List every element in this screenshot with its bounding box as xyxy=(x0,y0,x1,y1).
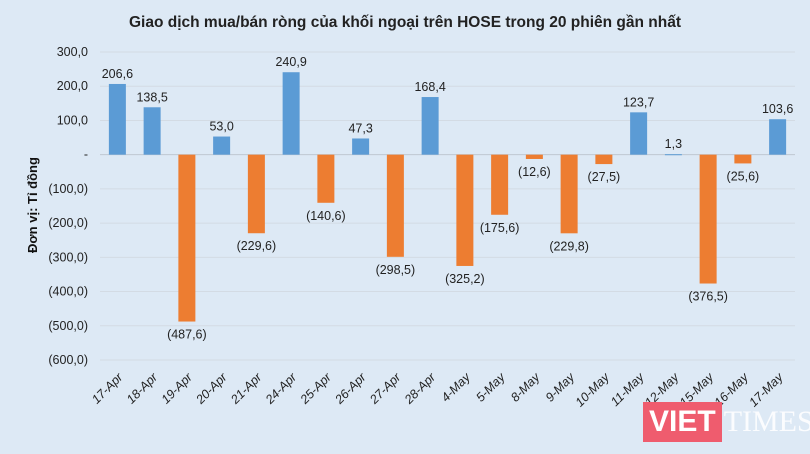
data-label: (140,6) xyxy=(306,209,346,223)
y-tick-label: (500,0) xyxy=(48,319,88,333)
bar xyxy=(352,138,370,155)
x-tick-label: 17-Apr xyxy=(89,370,126,407)
y-tick-label: 200,0 xyxy=(57,79,88,93)
bar xyxy=(108,83,126,155)
data-label: 123,7 xyxy=(623,95,654,109)
y-tick-label: (600,0) xyxy=(48,353,88,367)
data-label: (229,8) xyxy=(549,239,589,253)
data-label: 138,5 xyxy=(136,90,167,104)
x-tick-label: 28-Apr xyxy=(401,370,439,408)
data-label: (27,5) xyxy=(588,170,621,184)
bar xyxy=(769,119,787,155)
data-label: (12,6) xyxy=(518,165,551,179)
x-tick-label: 21-Apr xyxy=(227,370,265,408)
bar xyxy=(282,72,300,155)
bar xyxy=(317,154,335,203)
data-label: (376,5) xyxy=(688,290,728,304)
x-tick-label: 11-May xyxy=(608,370,647,409)
x-tick-label: 4-May xyxy=(439,370,474,405)
y-axis-label: Đơn vị: Tỉ đồng xyxy=(25,157,40,253)
data-label: (325,2) xyxy=(445,272,485,286)
x-tick-label: 18-Apr xyxy=(124,370,161,407)
y-tick-label: (400,0) xyxy=(48,285,88,299)
chart-title: Giao dịch mua/bán ròng của khối ngoại tr… xyxy=(129,14,681,31)
x-tick-label: 25-Apr xyxy=(297,370,335,408)
bar xyxy=(456,154,474,266)
data-label: 240,9 xyxy=(275,55,306,69)
data-label: (175,6) xyxy=(480,221,520,235)
data-label: 168,4 xyxy=(414,80,445,94)
bar xyxy=(560,154,578,234)
bar xyxy=(491,154,509,215)
bar xyxy=(421,97,439,155)
data-label: 1,3 xyxy=(665,137,682,151)
bar xyxy=(664,154,682,156)
bar xyxy=(386,154,404,257)
x-tick-label: 24-Apr xyxy=(262,370,300,408)
bar xyxy=(525,154,543,159)
y-tick-label: 300,0 xyxy=(57,45,88,59)
bar xyxy=(178,154,196,322)
y-tick-label: (100,0) xyxy=(48,182,88,196)
logo-viet: VIET xyxy=(643,402,722,442)
data-label: 47,3 xyxy=(348,121,372,135)
bar xyxy=(630,112,648,155)
data-label: (25,6) xyxy=(727,169,760,183)
y-tick-label: (200,0) xyxy=(48,216,88,230)
logo-times: TIMES xyxy=(723,405,810,438)
data-label: (487,6) xyxy=(167,328,207,342)
x-tick-label: 8-May xyxy=(508,370,543,405)
y-tick-label: 100,0 xyxy=(57,113,88,127)
data-label: 103,6 xyxy=(762,102,793,116)
x-tick-label: 26-Apr xyxy=(332,370,370,408)
bar xyxy=(699,154,717,284)
viettimes-logo: VIET TIMES xyxy=(643,402,810,442)
y-tick-label: (300,0) xyxy=(48,250,88,264)
bar xyxy=(734,154,752,164)
x-tick-label: 20-Apr xyxy=(193,370,231,408)
x-tick-label: 27-Apr xyxy=(366,370,404,408)
x-tick-label: 10-May xyxy=(573,370,613,410)
data-label: (229,6) xyxy=(237,239,277,253)
bar xyxy=(247,154,265,234)
x-tick-label: 5-May xyxy=(473,370,508,405)
data-label: 206,6 xyxy=(102,67,133,81)
bar xyxy=(213,136,231,155)
bar xyxy=(143,107,161,155)
data-label: 53,0 xyxy=(209,120,233,134)
bar xyxy=(595,154,613,165)
y-tick-label: - xyxy=(84,148,88,162)
data-label: (298,5) xyxy=(376,263,416,277)
x-tick-label: 19-Apr xyxy=(159,370,196,407)
